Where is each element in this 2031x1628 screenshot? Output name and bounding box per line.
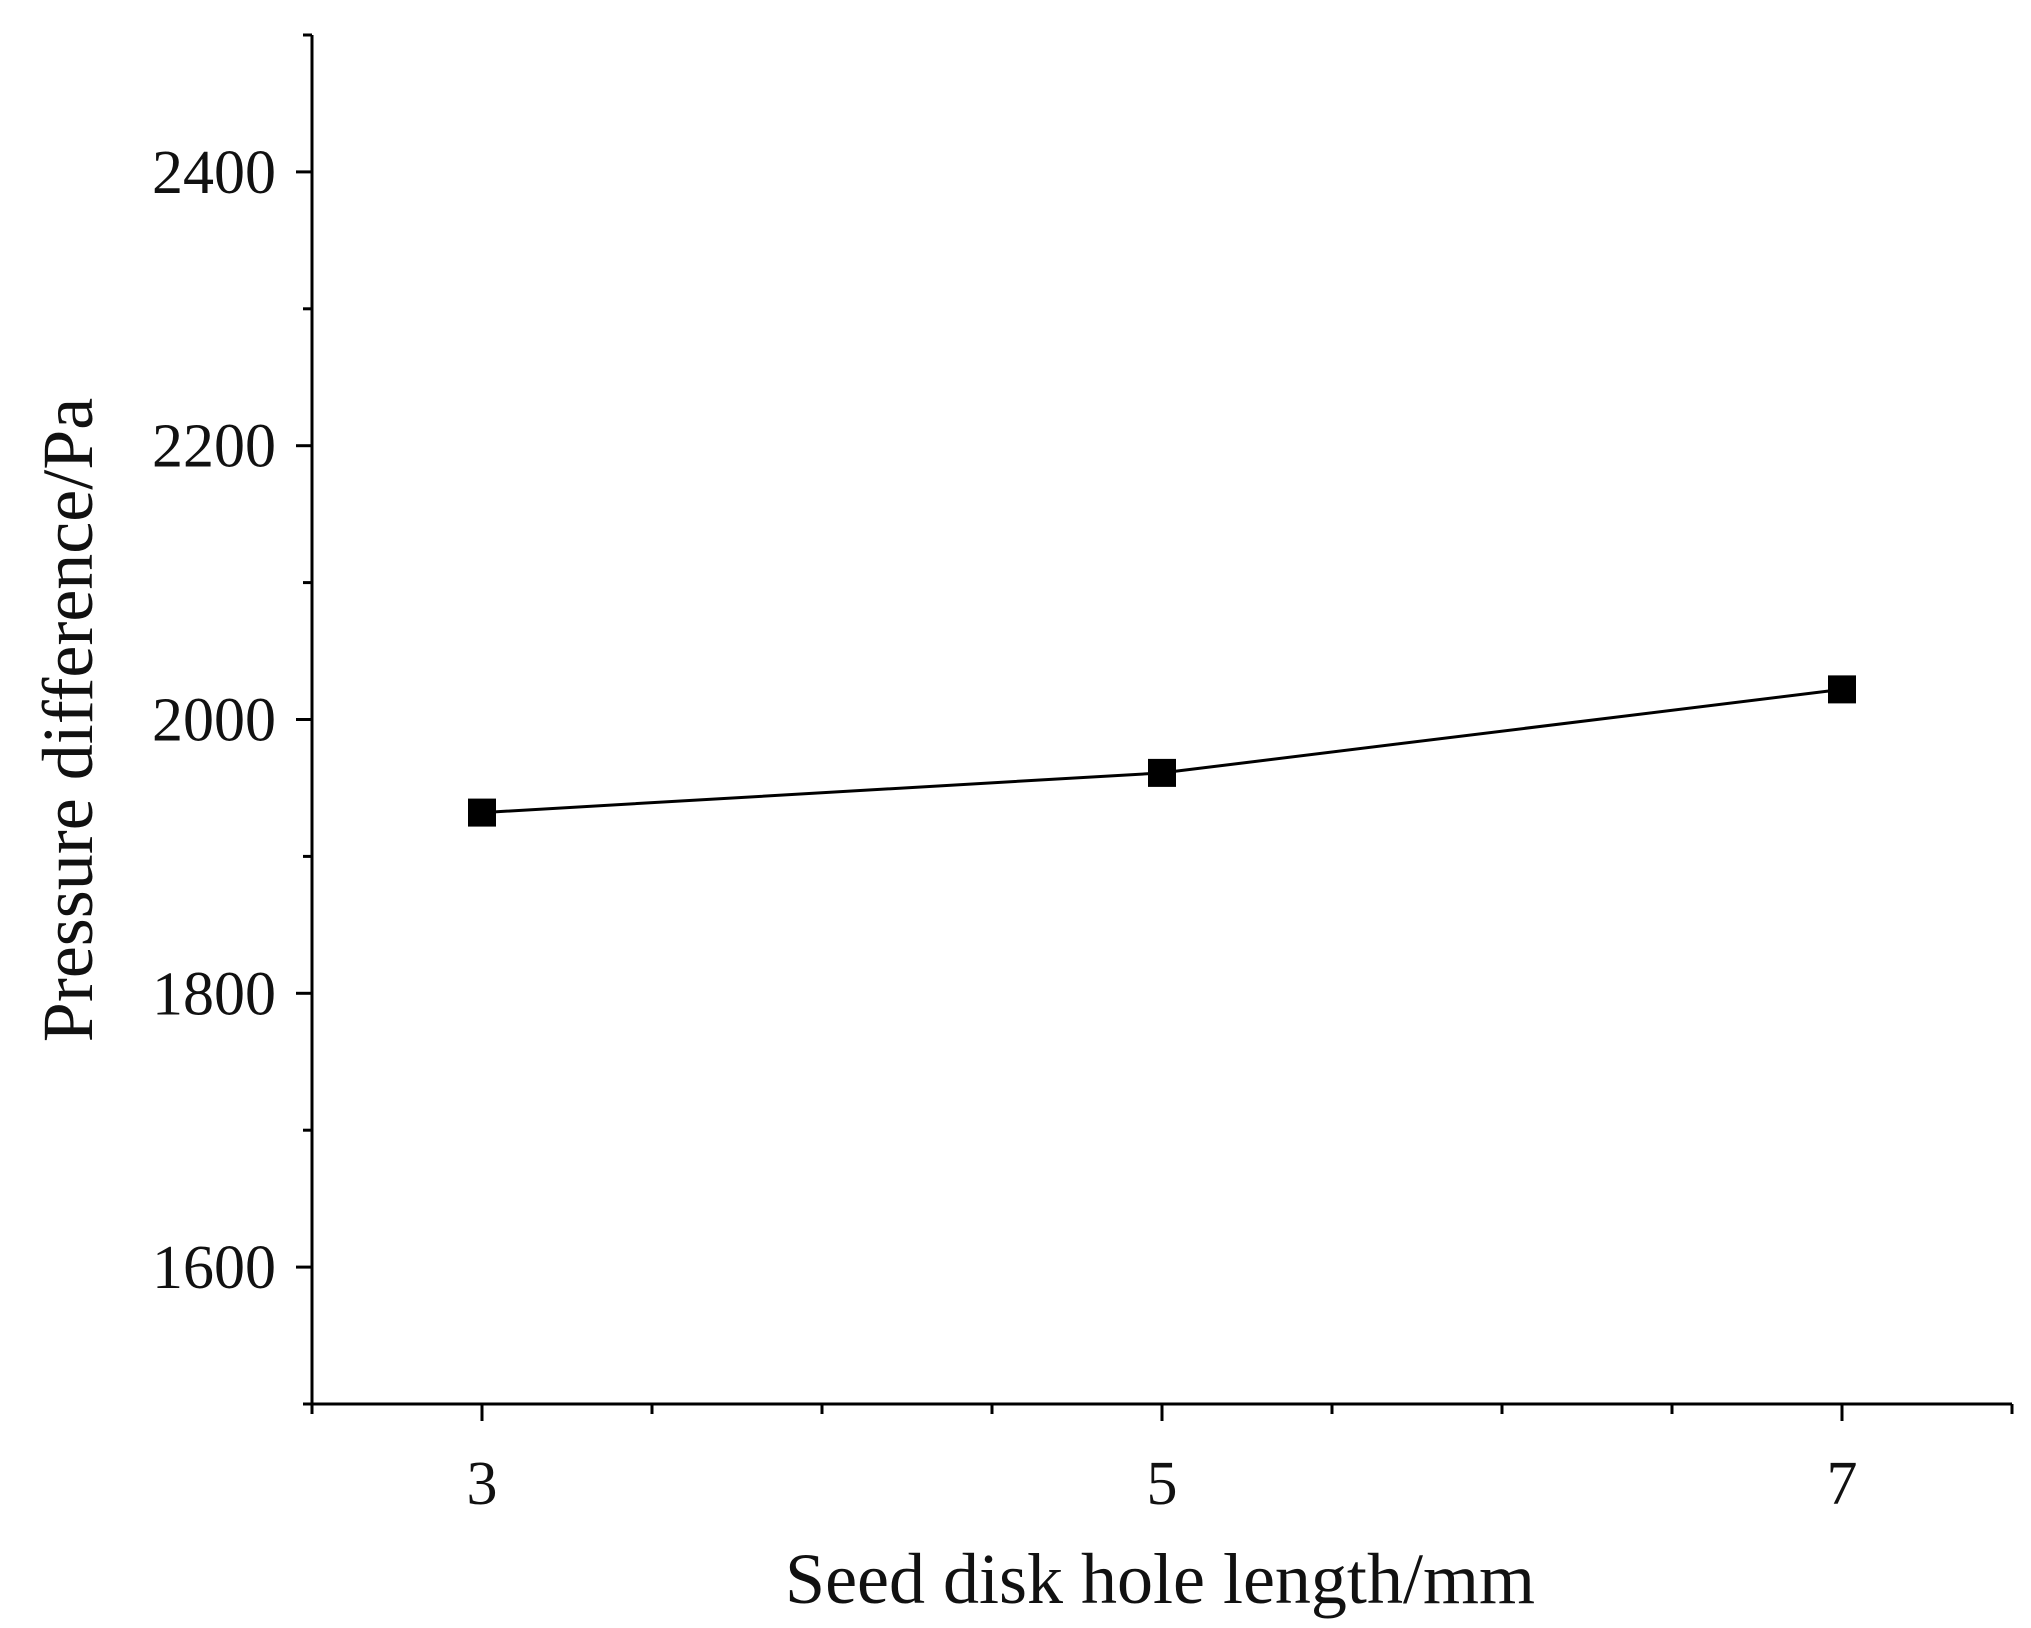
x-axis-title: Seed disk hole length/mm (785, 1539, 1535, 1619)
data-point-square (1828, 675, 1856, 704)
series (468, 675, 1856, 827)
ticks (296, 33, 2014, 1421)
x-tick-label: 5 (1147, 1450, 1178, 1518)
y-tick-label: 2400 (152, 139, 276, 207)
y-tick-label: 1600 (152, 1234, 276, 1302)
tick-labels: 1600 1800 2000 2200 2400 3 5 7 (152, 139, 1858, 1518)
data-point-square (1148, 758, 1176, 787)
series-line (481, 687, 1843, 815)
y-axis-title: Pressure difference/Pa (28, 398, 108, 1042)
x-tick-label: 7 (1827, 1450, 1858, 1518)
y-tick-label: 2200 (152, 413, 276, 481)
axes (310, 35, 2012, 1406)
x-tick-label: 3 (467, 1450, 498, 1518)
data-point-square (468, 798, 496, 827)
y-tick-label: 2000 (152, 687, 276, 755)
y-tick-label: 1800 (152, 960, 276, 1028)
